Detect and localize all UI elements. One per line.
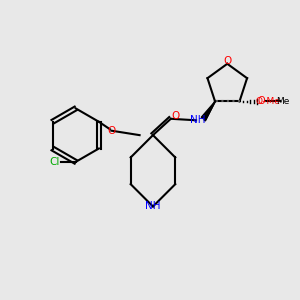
Text: O: O [223,56,231,66]
Text: O–Me: O–Me [256,97,281,106]
Text: O: O [171,111,179,121]
Text: O: O [257,96,265,106]
Text: NH: NH [145,202,161,212]
Text: NH: NH [190,115,205,125]
Text: O: O [107,126,116,136]
Text: Me: Me [276,97,289,106]
Polygon shape [201,101,215,120]
Text: Cl: Cl [50,157,60,167]
